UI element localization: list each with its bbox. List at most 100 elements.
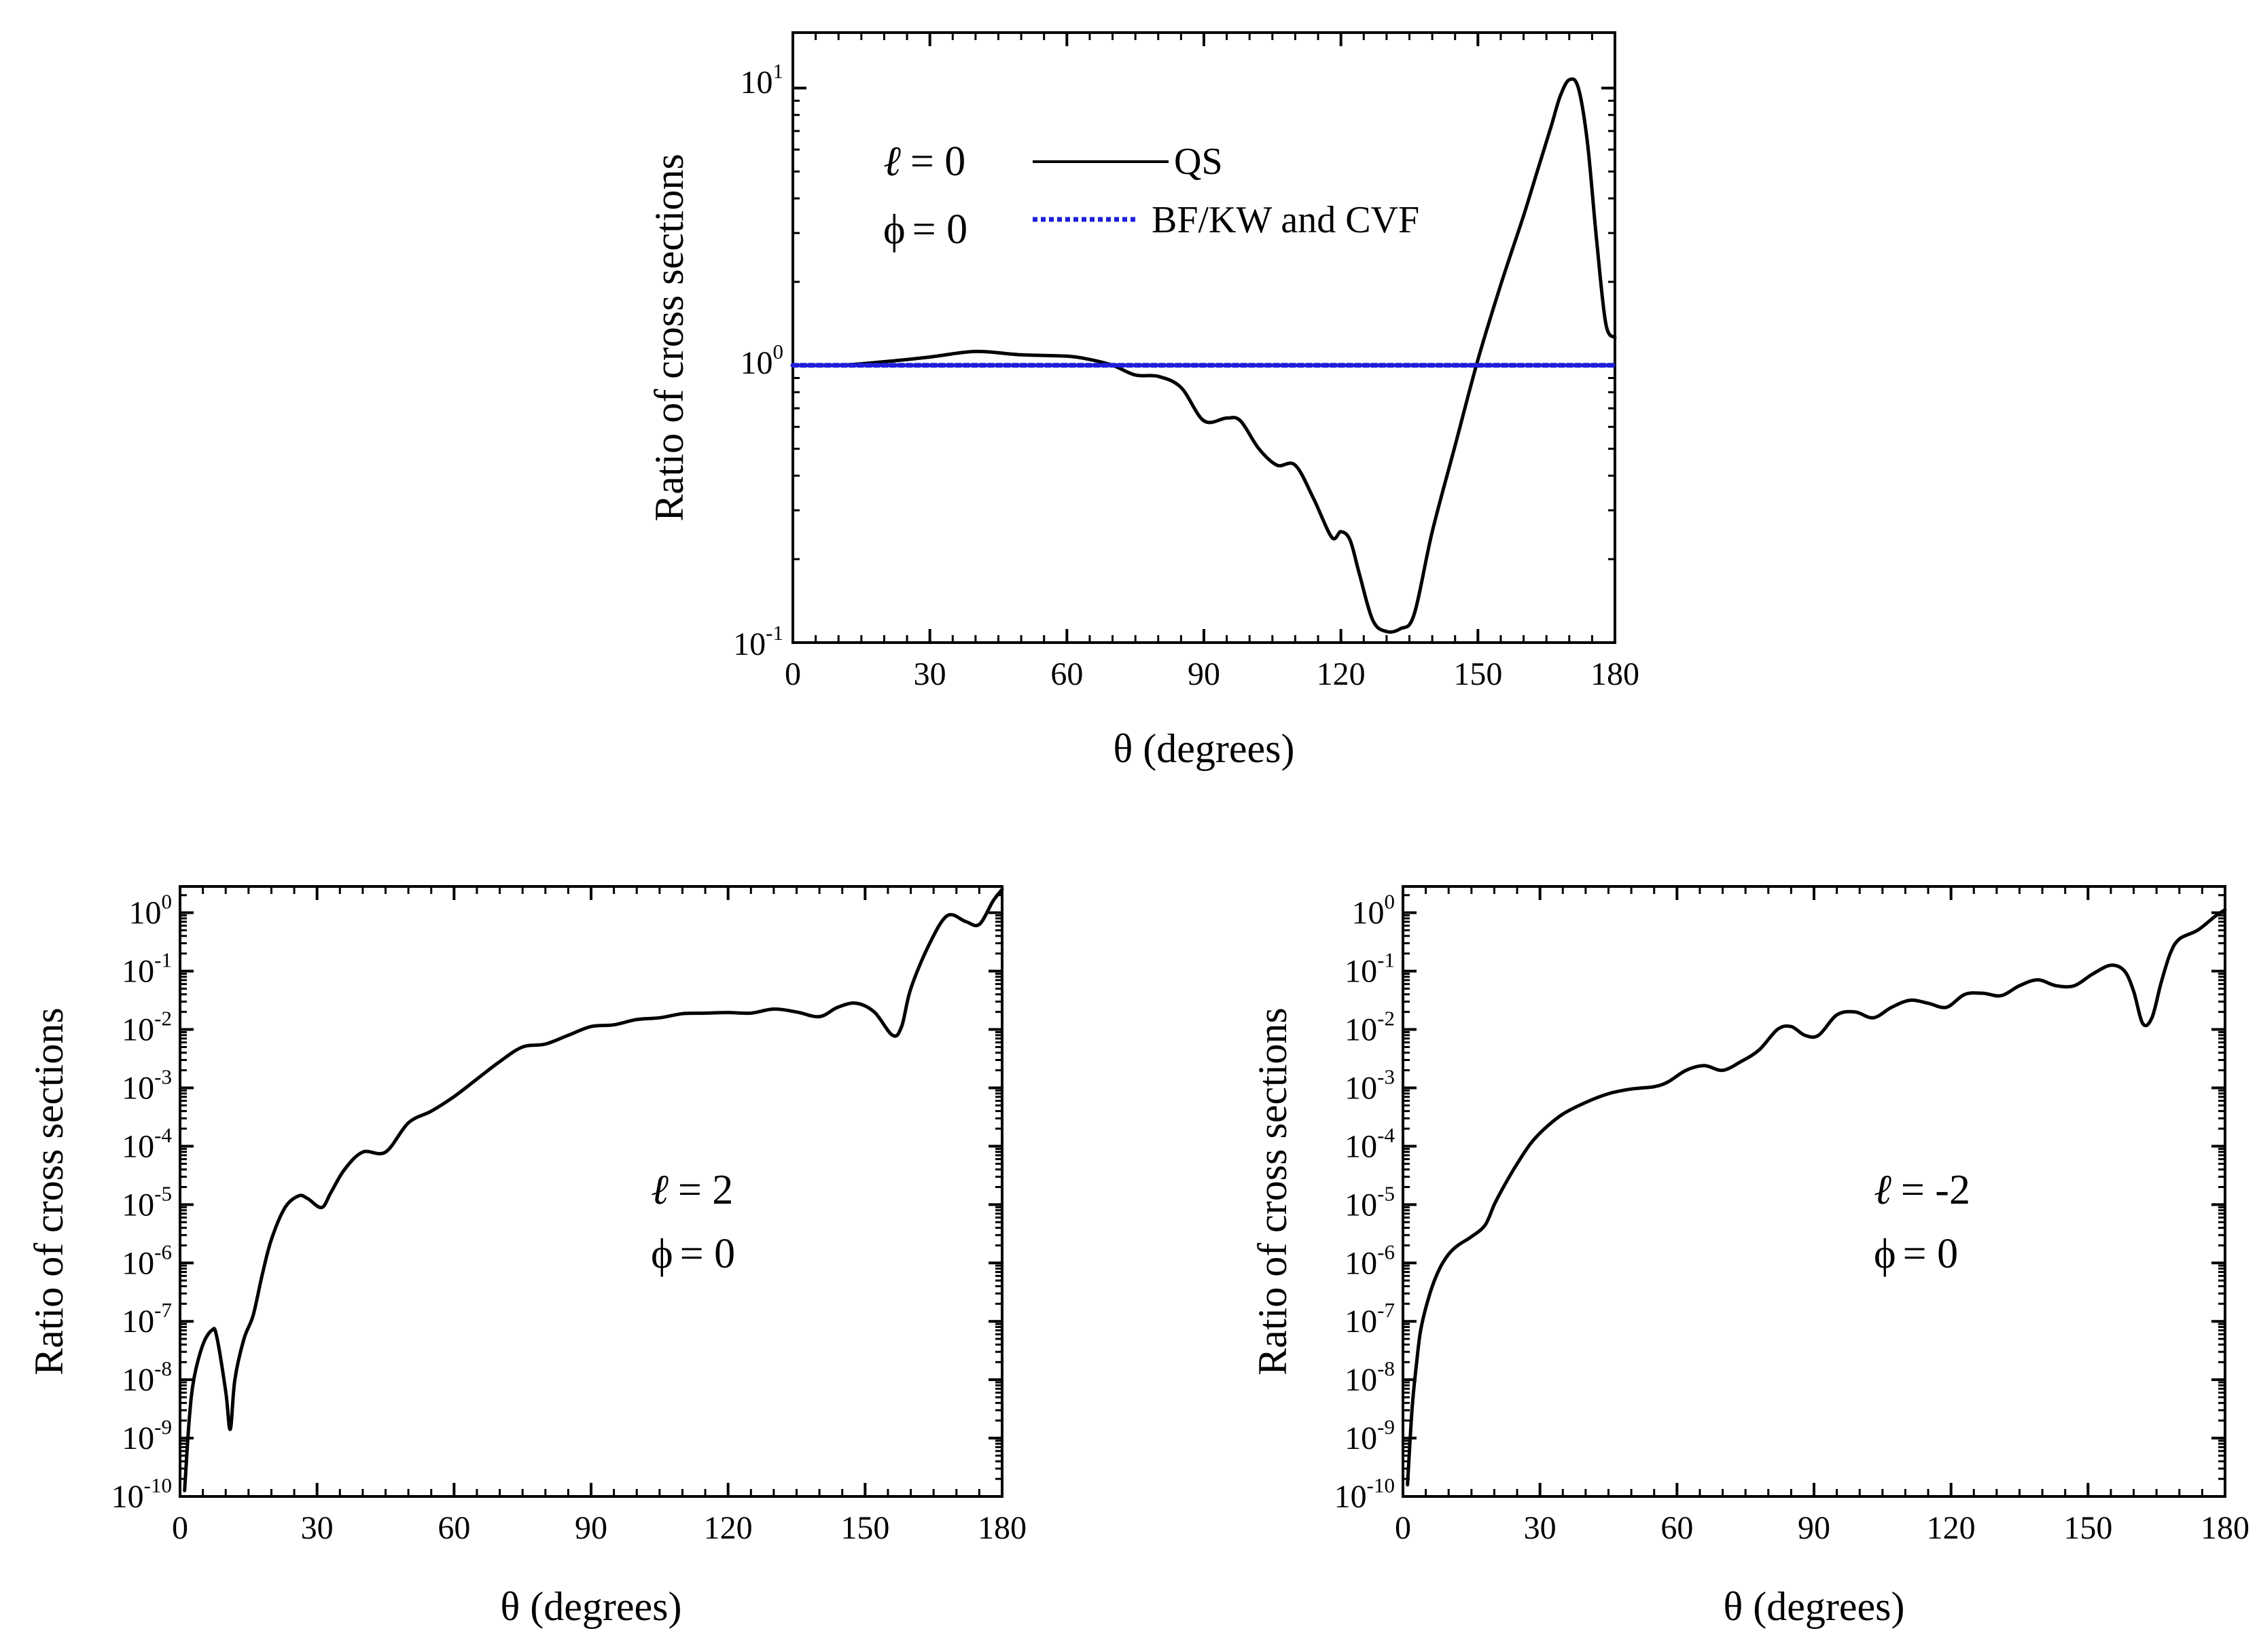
x-tick-label: 60 [1660,1510,1693,1546]
x-tick-label: 60 [1050,656,1083,692]
y-tick-base: 10 [122,1070,154,1106]
y-tick-base: 10 [1345,1420,1377,1456]
y-axis-title-top: Ratio of cross sections [647,154,692,522]
y-tick-label-1e1: 101 [741,59,784,101]
x-axis-title-bottom-left: θ (degrees) [501,1584,682,1629]
y-tick-base: 10 [1345,1187,1377,1223]
x-axis-title-bottom-right: θ (degrees) [1724,1584,1905,1629]
phi-value: = 0 [1903,1231,1958,1277]
y-tick-label: 10-7 [1345,1298,1395,1340]
panel-bottom-right: 0 30 60 90 120 150 180 10010-110-210-310-410-5… [1250,885,2249,1629]
y-tick-base: 10 [122,1187,154,1223]
y-tick-base: 10 [1345,954,1377,990]
y-tick-exp: 0 [162,890,173,914]
legend-label-qs: QS [1174,141,1223,183]
phi-value: = 0 [680,1231,735,1277]
panel-top: 0 30 60 90 120 150 180 101 100 10-1 Ratio of c… [647,31,1639,771]
y-tick-exp: -10 [1367,1473,1395,1497]
x-tick-label: 180 [1590,656,1639,692]
y-tick-base: 10 [122,1128,154,1164]
phi-symbol: ϕ [883,206,906,253]
plot-frame-top [791,31,1616,644]
y-tick-exp: -1 [766,621,783,645]
phi-symbol: ϕ [651,1231,673,1277]
x-tick-label: 180 [2201,1510,2249,1546]
x-tick-label: 0 [172,1510,188,1546]
x-tick-label: 180 [978,1510,1027,1546]
y-axis-title-bottom-right: Ratio of cross sections [1250,1007,1295,1376]
y-tick-exp: -1 [154,948,172,972]
y-tick-exp: 0 [773,340,784,363]
annotation-ell-bottom-left: ℓ = 2 [651,1167,733,1213]
x-tick-label: 60 [438,1510,470,1546]
ticks-bottom-left: 0 30 60 90 120 150 180 [172,886,1027,1546]
y-tick-label: 10-9 [1345,1415,1395,1456]
y-tick-base: 10 [1345,1070,1377,1106]
ell-symbol: ℓ [883,139,901,185]
series-line-qs [791,77,1617,634]
y-tick-base: 10 [1345,1245,1377,1281]
ell-value: = 2 [678,1167,733,1213]
ticks-top: 0 30 60 90 120 150 180 [785,33,1639,692]
y-tick-label: 10-3 [1345,1064,1395,1106]
y-tick-base: 10 [741,345,773,381]
y-tick-base: 10 [741,65,773,101]
y-tick-label: 10-6 [1345,1240,1395,1281]
y-tick-base: 10 [122,1304,154,1340]
y-tick-label: 100 [1352,890,1395,931]
y-tick-label: 10-2 [122,1007,172,1048]
y-tick-base: 10 [1345,1362,1377,1398]
y-tick-label: 10-1 [122,948,172,990]
y-tick-exp: -8 [154,1357,172,1380]
x-tick-label: 120 [1317,656,1366,692]
ell-value: = 0 [910,139,965,185]
y-tick-label: 10-9 [122,1415,172,1456]
panel-bottom-left: 0 30 60 90 120 150 180 10010-110-210-310-410-5… [26,885,1027,1629]
series-line-qs [183,887,1004,1492]
ticks-bottom-right: 0 30 60 90 120 150 180 [1395,886,2249,1546]
x-tick-label: 120 [1927,1510,1976,1546]
y-tick-base: 10 [1352,895,1385,931]
x-tick-label: 150 [2063,1510,2112,1546]
y-tick-label: 10-10 [1334,1473,1395,1515]
annotation-phi-bottom-left: ϕ = 0 [651,1231,735,1277]
curves-bottom-left [183,887,1004,1492]
y-tick-exp: -9 [154,1415,172,1439]
y-tick-base: 10 [733,626,766,662]
y-tick-label: 10-1 [1345,948,1395,990]
y-tick-label: 10-5 [1345,1181,1395,1223]
y-tick-exp: -2 [154,1007,172,1030]
y-tick-exp: -7 [1377,1298,1395,1322]
y-tick-base: 10 [122,1362,154,1398]
y-tick-label: 10-3 [122,1064,172,1106]
x-tick-label: 0 [785,656,801,692]
y-tick-label: 100 [129,890,173,931]
x-axis-title-top: θ (degrees) [1114,726,1295,771]
x-tick-label: 120 [704,1510,753,1546]
y-tick-exp: -6 [154,1240,172,1263]
y-tick-base: 10 [1345,1012,1377,1048]
y-tick-label: 10-10 [111,1473,172,1515]
y-tick-exp: -5 [154,1181,172,1205]
y-tick-label-1e-1: 10-1 [733,621,783,662]
y-tick-label: 10-6 [122,1240,172,1281]
x-tick-label: 90 [575,1510,607,1546]
ell-symbol: ℓ [651,1167,669,1213]
x-tick-label: 0 [1395,1510,1411,1546]
y-tick-exp: 1 [773,59,784,83]
y-tick-exp: -3 [154,1064,172,1088]
legend: QS BF/KW and CVF [1033,141,1419,241]
y-tick-base: 10 [1334,1479,1367,1515]
y-tick-exp: -10 [144,1473,172,1497]
y-tick-label: 10-4 [122,1123,172,1164]
y-tick-base: 10 [1345,1128,1377,1164]
y-tick-exp: -4 [1377,1123,1395,1147]
phi-symbol: ϕ [1874,1231,1896,1277]
annotation-ell-top: ℓ = 0 [883,139,965,185]
y-tick-base: 10 [122,1420,154,1456]
x-tick-label: 150 [1453,656,1502,692]
legend-label-reference: BF/KW and CVF [1152,199,1419,241]
y-tick-label-1e0: 100 [741,340,784,381]
y-axis-title-bottom-left: Ratio of cross sections [26,1007,71,1376]
